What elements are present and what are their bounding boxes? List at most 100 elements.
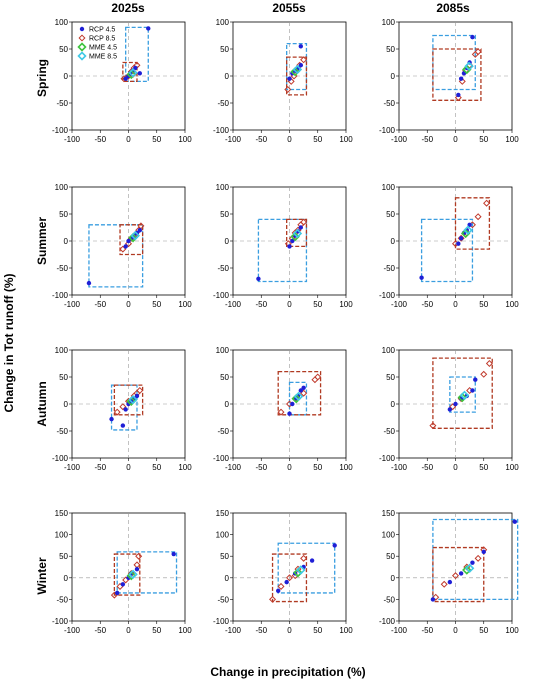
point-rcp45 [123,76,128,81]
y-tick-label: -100 [213,617,230,626]
point-rcp45 [332,543,337,548]
y-tick-label: -100 [379,126,396,135]
point-mme45 [290,231,300,242]
range-box-rcp45 [88,224,144,288]
point-rcp45 [276,588,281,593]
x-tick-label: -100 [225,300,242,309]
point-rcp45 [301,385,306,390]
x-tick-label: -50 [421,300,433,309]
y-tick-label: -50 [56,99,68,108]
y-tick-label: -100 [379,617,396,626]
y-tick-label: -50 [217,99,229,108]
x-tick-label: -50 [94,135,106,144]
point-rcp45 [447,407,453,412]
range-box-rcp85 [271,553,308,603]
x-tick-label: -50 [94,626,106,635]
x-tick-label: -50 [94,463,106,472]
point-rcp45 [86,280,92,286]
x-tick-label: -100 [225,626,242,635]
point-rcp45 [137,228,142,233]
x-tick-label: -100 [391,463,408,472]
y-tick-label: -100 [379,454,396,463]
x-tick-label: -50 [255,463,267,472]
panel-spring-2085s: -100 -50 0 50 100 -100 -50 0 50 100 [379,18,519,144]
point-mme45 [460,228,471,239]
point-mme45 [290,66,300,77]
point-rcp85 [451,572,460,580]
panel-winter-2055s: -100 -50 0 50 100 -100 -50 0 50 100 150 [213,509,353,635]
panel-summer-2025s: -100 -50 0 50 100 -100 -50 0 50 100 [52,183,192,309]
point-mme85 [464,563,475,574]
y-tick-label: 50 [59,45,68,54]
legend-label: MME 8.5 [89,54,117,61]
y-tick-label: 0 [64,237,69,246]
point-rcp45 [453,401,458,407]
point-rcp45 [120,423,126,428]
y-tick-label: -50 [217,595,229,604]
x-tick-label: 50 [313,626,322,635]
x-tick-label: -100 [64,626,81,635]
y-tick-label: 100 [216,183,230,192]
y-tick-label: 0 [64,400,69,409]
point-mme45 [462,565,472,575]
x-tick-label: -100 [225,135,242,144]
point-rcp45 [126,238,131,244]
point-mme45 [293,567,303,578]
point-rcp85 [119,403,127,411]
y-tick-label: -50 [56,264,68,273]
x-tick-label: 100 [339,135,353,144]
point-rcp45 [470,560,475,565]
y-tick-label: 50 [386,45,395,54]
point-rcp45 [137,71,142,76]
x-tick-label: -50 [255,135,267,144]
point-rcp45 [481,549,486,555]
x-tick-label: -100 [391,626,408,635]
range-box-rcp45 [116,551,178,594]
x-tick-label: 100 [505,135,519,144]
point-mme45 [457,392,468,403]
range-box-rcp85 [432,546,485,603]
range-box-rcp85 [277,370,322,416]
legend-marker [79,26,85,32]
point-rcp45 [430,597,436,602]
x-tick-label: 100 [178,626,192,635]
panel-winter-2085s: -100 -50 0 50 100 -100 -50 0 50 100 150 [379,509,519,635]
x-tick-label: 50 [152,463,161,472]
point-rcp45 [512,519,518,524]
point-rcp85 [284,85,292,94]
point-rcp45 [456,241,461,246]
y-tick-label: -100 [379,291,396,300]
x-tick-label: 50 [152,135,161,144]
panel-autumn-2085s: -100 -50 0 50 100 -100 -50 0 50 100 [379,346,519,472]
y-tick-label: 0 [64,72,69,81]
y-tick-label: 100 [216,18,230,27]
x-tick-label: 50 [152,300,161,309]
range-box-rcp85 [113,553,141,596]
point-rcp45 [458,571,464,576]
y-tick-label: 0 [64,574,69,583]
point-rcp45 [109,416,114,422]
y-tick-label: -50 [383,99,395,108]
point-rcp45 [447,579,453,585]
y-tick-label: 50 [386,552,395,561]
point-rcp45 [115,590,120,596]
point-mme45 [128,233,138,243]
range-box-rcp85 [432,357,493,429]
point-rcp85 [474,48,482,56]
x-tick-label: 100 [178,135,192,144]
legend-label: MME 4.5 [89,45,117,52]
point-mme45 [291,393,302,404]
point-rcp45 [134,566,140,572]
col-header-2: 2055s [272,1,306,15]
y-tick-label: 100 [55,531,69,540]
y-tick-label: -50 [217,427,229,436]
panel-winter-2025s: -100 -50 0 50 100 -100 -50 0 50 100 150 [52,509,192,635]
y-tick-label: 0 [391,574,396,583]
point-rcp85 [314,373,322,381]
point-rcp45 [298,62,303,68]
y-tick-label: -50 [383,595,395,604]
x-tick-label: 100 [505,626,519,635]
y-tick-label: 100 [382,531,396,540]
y-tick-label: 50 [220,45,229,54]
